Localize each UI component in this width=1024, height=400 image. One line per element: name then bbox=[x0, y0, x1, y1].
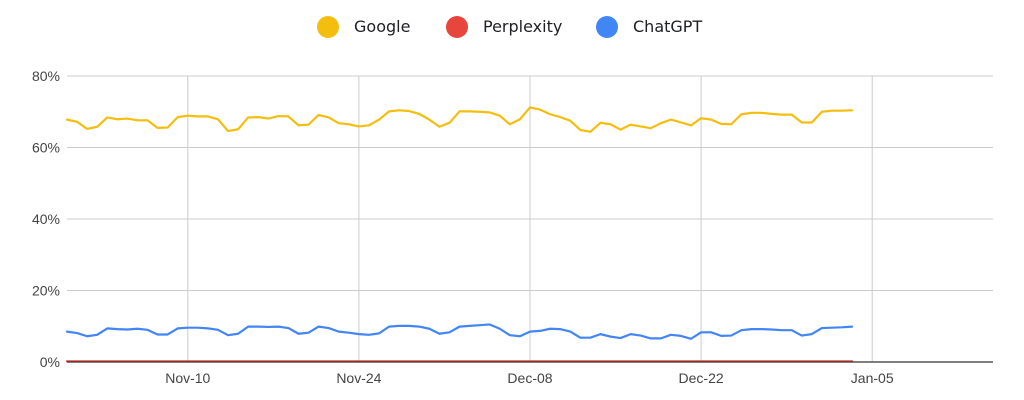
y-tick-label: 60% bbox=[32, 140, 60, 156]
x-tick-label: Nov-24 bbox=[336, 370, 381, 386]
y-tick-label: 20% bbox=[32, 283, 60, 299]
x-tick-label: Nov-10 bbox=[165, 370, 210, 386]
x-axis: Nov-10 Nov-24 Dec-08 Dec-22 Jan-05 bbox=[165, 370, 894, 386]
legend-label-chatgpt: ChatGPT bbox=[633, 17, 702, 36]
x-tick-label: Jan-05 bbox=[851, 370, 894, 386]
y-tick-label: 40% bbox=[32, 211, 60, 227]
y-tick-label: 80% bbox=[32, 68, 60, 84]
series-lines bbox=[65, 106, 993, 363]
legend-item-chatgpt[interactable]: ChatGPT bbox=[596, 16, 702, 38]
legend-swatch-chatgpt bbox=[596, 16, 618, 38]
legend-label-google: Google bbox=[354, 17, 410, 36]
series-line-chatgpt bbox=[65, 323, 854, 340]
legend-swatch-google bbox=[317, 16, 339, 38]
grid bbox=[67, 75, 993, 362]
legend-item-google[interactable]: Google bbox=[317, 16, 410, 38]
legend-label-perplexity: Perplexity bbox=[483, 17, 562, 36]
x-tick-label: Dec-08 bbox=[507, 370, 552, 386]
series-line-google bbox=[65, 106, 854, 133]
x-tick-label: Dec-22 bbox=[679, 370, 724, 386]
legend-item-perplexity[interactable]: Perplexity bbox=[446, 16, 562, 38]
y-axis: 0% 20% 40% 60% 80% bbox=[32, 68, 60, 370]
legend-swatch-perplexity bbox=[446, 16, 468, 38]
y-tick-label: 0% bbox=[40, 354, 60, 370]
legend: Google Perplexity ChatGPT bbox=[317, 16, 702, 38]
